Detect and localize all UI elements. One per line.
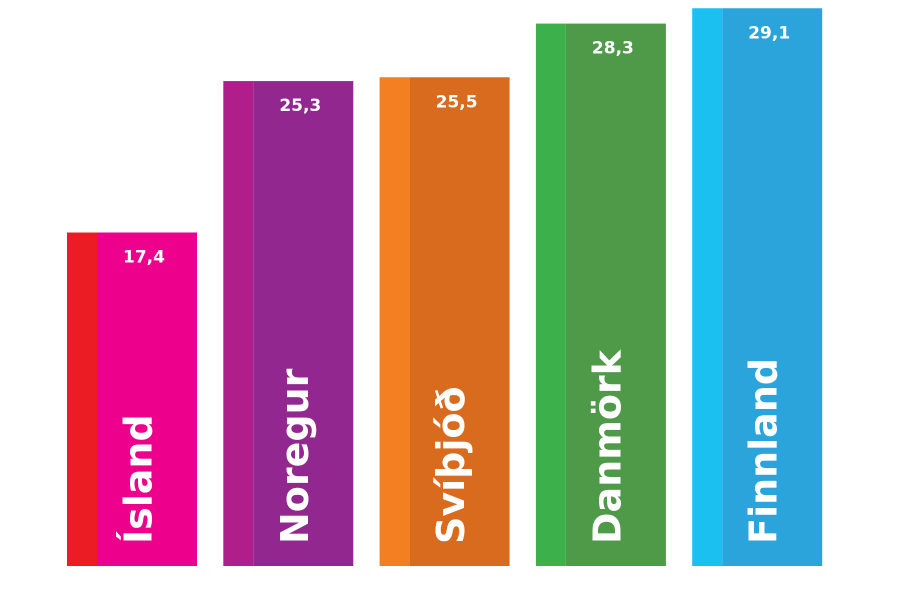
bar — [722, 8, 823, 566]
category-label: Finnland — [742, 358, 786, 544]
value-label: 17,4 — [123, 248, 165, 268]
value-label: 25,3 — [279, 96, 321, 116]
bar-accent — [535, 23, 566, 567]
bar-accent — [379, 77, 410, 566]
bar — [409, 77, 510, 566]
value-label: 28,3 — [592, 39, 634, 59]
bar-accent — [223, 81, 254, 566]
category-label: Noregur — [273, 368, 317, 544]
bar — [253, 81, 354, 566]
category-label: Ísland — [117, 414, 161, 544]
value-label: 25,5 — [436, 92, 478, 112]
bar-accent — [67, 232, 97, 566]
bar-accent — [692, 8, 723, 566]
category-label: Svíþjóð — [429, 386, 473, 544]
category-label: Danmörk — [585, 349, 629, 544]
bar — [565, 23, 666, 567]
bar — [97, 232, 197, 566]
value-label: 29,1 — [748, 23, 790, 43]
